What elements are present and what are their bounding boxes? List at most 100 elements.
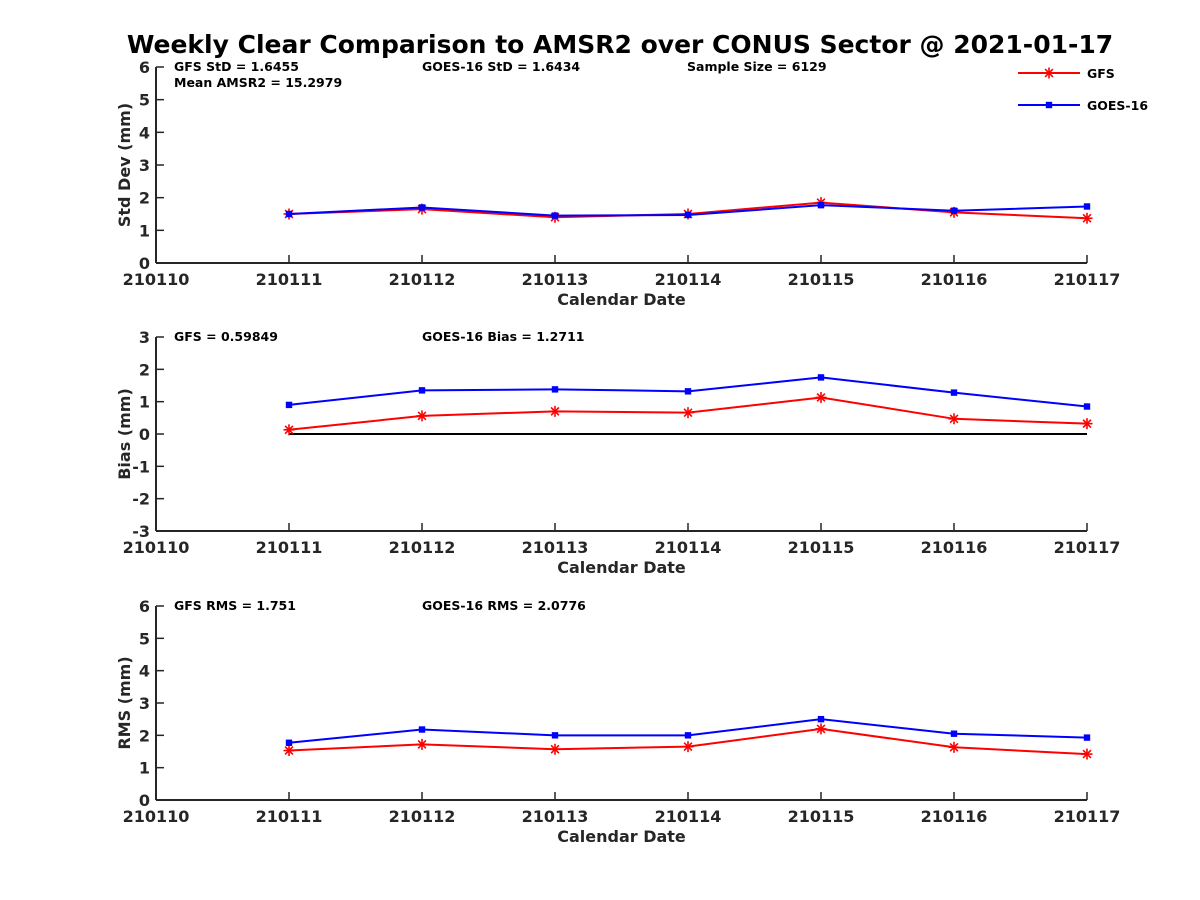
- legend-entry-goes-16: GOES-16: [1018, 98, 1148, 113]
- x-tick-label: 210114: [655, 807, 722, 826]
- data-point-gfs: [948, 741, 960, 753]
- x-tick-label: 210110: [123, 270, 190, 289]
- asterisk-stroke: [284, 746, 294, 756]
- y-axis-label: RMS (mm): [115, 656, 134, 749]
- legend-label: GFS: [1087, 66, 1115, 81]
- series-gfs: [283, 391, 1093, 436]
- x-axis-label: Calendar Date: [557, 827, 686, 846]
- data-point-goes-16: [950, 389, 958, 396]
- page-title: Weekly Clear Comparison to AMSR2 over CO…: [126, 30, 1114, 59]
- data-point-goes-16: [817, 374, 825, 381]
- data-point-goes-16: [551, 212, 559, 219]
- x-axis-label: Calendar Date: [557, 290, 686, 309]
- asterisk-stroke: [683, 742, 693, 752]
- y-tick-label: 3: [139, 694, 150, 713]
- data-point-goes-16: [418, 387, 426, 394]
- data-point-gfs: [416, 738, 428, 750]
- y-tick-label: -2: [132, 490, 150, 509]
- data-point-goes-16: [285, 210, 293, 218]
- data-point-gfs: [1081, 212, 1093, 224]
- x-tick-label: 210115: [788, 538, 855, 557]
- x-tick-label: 210115: [788, 270, 855, 289]
- data-point-gfs: [283, 424, 295, 436]
- asterisk-stroke: [816, 392, 826, 402]
- x-tick-label: 210111: [256, 538, 323, 557]
- y-tick-label: 6: [139, 58, 150, 77]
- legend-label: GOES-16: [1087, 98, 1148, 113]
- data-point-goes-16: [684, 732, 692, 739]
- x-tick-label: 210115: [788, 807, 855, 826]
- data-point-goes-16: [551, 386, 559, 393]
- legend-marker: [1043, 67, 1055, 79]
- y-axis-label: Bias (mm): [115, 388, 134, 480]
- data-point-goes-16: [551, 732, 559, 739]
- y-tick-label: 5: [139, 91, 150, 110]
- x-tick-label: 210116: [921, 538, 988, 557]
- y-tick-label: 2: [139, 726, 150, 745]
- y-tick-label: 0: [139, 425, 150, 444]
- legend-marker: [1045, 101, 1053, 109]
- stat-annotation: GFS RMS = 1.751: [174, 598, 296, 613]
- data-point-gfs: [1081, 418, 1093, 430]
- x-tick-label: 210113: [522, 270, 589, 289]
- y-tick-label: 2: [139, 360, 150, 379]
- asterisk-stroke: [1082, 419, 1092, 429]
- data-point-goes-16: [1083, 734, 1091, 741]
- panel-rms: 0 1 2 3 4 5 6 210110 210111 210112 210113 210114 210…: [115, 597, 1120, 846]
- data-point-goes-16: [418, 204, 426, 211]
- x-tick-label: 210114: [655, 270, 722, 289]
- data-point-goes-16: [950, 207, 958, 214]
- data-point-goes-16: [684, 211, 692, 219]
- y-tick-label: 6: [139, 597, 150, 616]
- asterisk-stroke: [1082, 749, 1092, 759]
- asterisk-stroke: [683, 408, 693, 418]
- panel-bias: -3 -2 -1 0 1 2 3 210110 210111 210112 210113 210114…: [115, 328, 1120, 577]
- y-tick-label: 4: [139, 123, 150, 142]
- data-point-gfs: [416, 410, 428, 422]
- data-point-goes-16: [817, 715, 825, 723]
- series-goes-16: [285, 201, 1091, 219]
- data-point-goes-16: [418, 726, 426, 733]
- x-tick-label: 210110: [123, 538, 190, 557]
- y-tick-label: 3: [139, 156, 150, 175]
- y-tick-label: 1: [139, 221, 150, 240]
- series-goes-16: [285, 715, 1091, 746]
- x-tick-label: 210117: [1054, 807, 1121, 826]
- series-gfs: [283, 723, 1093, 760]
- data-point-goes-16: [285, 401, 293, 409]
- data-point-goes-16: [684, 388, 692, 395]
- x-tick-label: 210117: [1054, 270, 1121, 289]
- x-tick-label: 210116: [921, 270, 988, 289]
- y-tick-label: 3: [139, 328, 150, 347]
- y-tick-label: 4: [139, 662, 150, 681]
- x-tick-label: 210117: [1054, 538, 1121, 557]
- data-point-goes-16: [950, 730, 958, 737]
- series-line-goes-16: [288, 718, 1088, 744]
- data-point-gfs: [283, 745, 295, 757]
- asterisk-stroke: [1044, 68, 1054, 78]
- data-point-gfs: [815, 391, 827, 403]
- x-tick-label: 210112: [389, 807, 456, 826]
- asterisk-stroke: [949, 414, 959, 424]
- stat-annotation: GFS = 0.59849: [174, 329, 278, 344]
- asterisk-stroke: [949, 742, 959, 752]
- x-tick-label: 210111: [256, 270, 323, 289]
- x-tick-label: 210113: [522, 807, 589, 826]
- y-tick-label: 2: [139, 189, 150, 208]
- y-tick-label: 5: [139, 629, 150, 648]
- y-tick-label: -3: [132, 522, 150, 541]
- data-point-gfs: [948, 413, 960, 425]
- stat-annotation: Mean AMSR2 = 15.2979: [174, 75, 342, 90]
- data-point-gfs: [815, 723, 827, 735]
- x-tick-label: 210110: [123, 807, 190, 826]
- data-point-gfs: [682, 407, 694, 419]
- y-tick-label: 0: [139, 254, 150, 273]
- data-point-gfs: [549, 405, 561, 417]
- chart-panels: 0 1 2 3 4 5 6 210110 210111 210112 210113 210114 210…: [115, 58, 1120, 846]
- x-axis-label: Calendar Date: [557, 558, 686, 577]
- data-point-goes-16: [1083, 203, 1091, 210]
- stat-annotation: GOES-16 RMS = 2.0776: [422, 598, 586, 613]
- x-tick-label: 210116: [921, 807, 988, 826]
- panel-std: 0 1 2 3 4 5 6 210110 210111 210112 210113 210114 210…: [115, 58, 1120, 309]
